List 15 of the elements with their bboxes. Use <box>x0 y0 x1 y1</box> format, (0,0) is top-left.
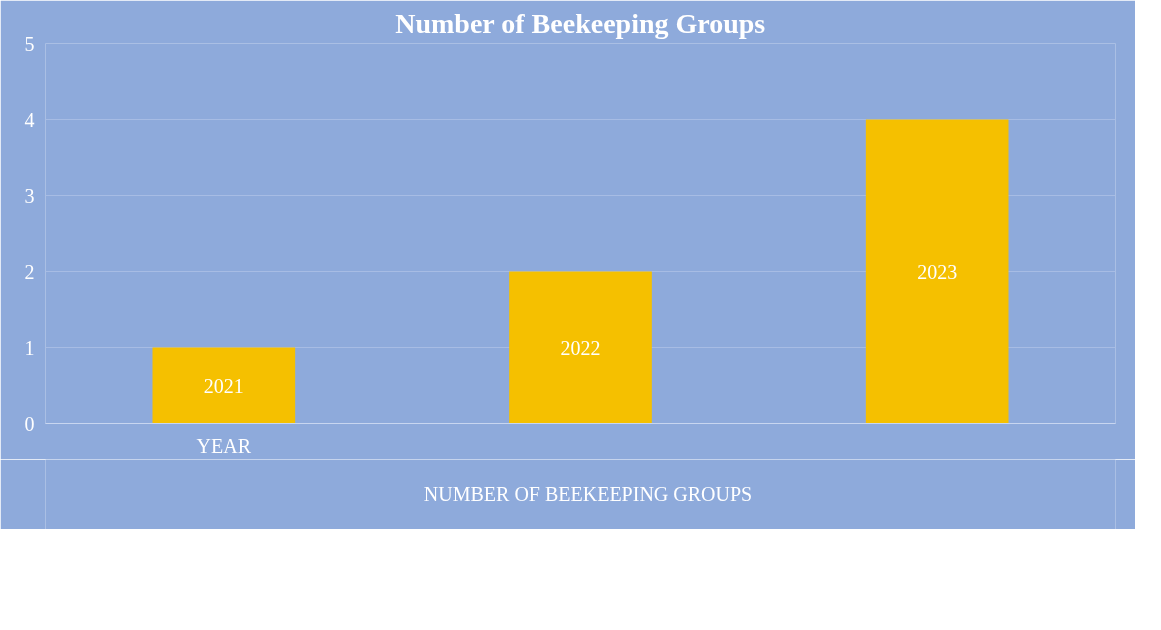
annotation: 2023 <box>917 260 958 283</box>
bar <box>865 119 1009 424</box>
y-tick-label: 2 <box>24 260 35 283</box>
x-tick-label: YEAR <box>196 434 252 457</box>
y-tick-label: 5 <box>24 32 35 55</box>
annotation: 2022 <box>560 336 601 359</box>
chart-title: Number of Beekeeping Groups <box>395 7 766 39</box>
annotation: 2021 <box>203 374 244 397</box>
text: NUMBER OF BEEKEEPING GROUPS <box>423 482 753 506</box>
bar <box>152 347 296 424</box>
bar <box>509 271 652 424</box>
y-tick-label: 3 <box>24 184 35 207</box>
y-tick-label: 0 <box>24 412 35 435</box>
y-tick-label: 4 <box>24 108 35 131</box>
y-tick-label: 1 <box>24 336 35 359</box>
